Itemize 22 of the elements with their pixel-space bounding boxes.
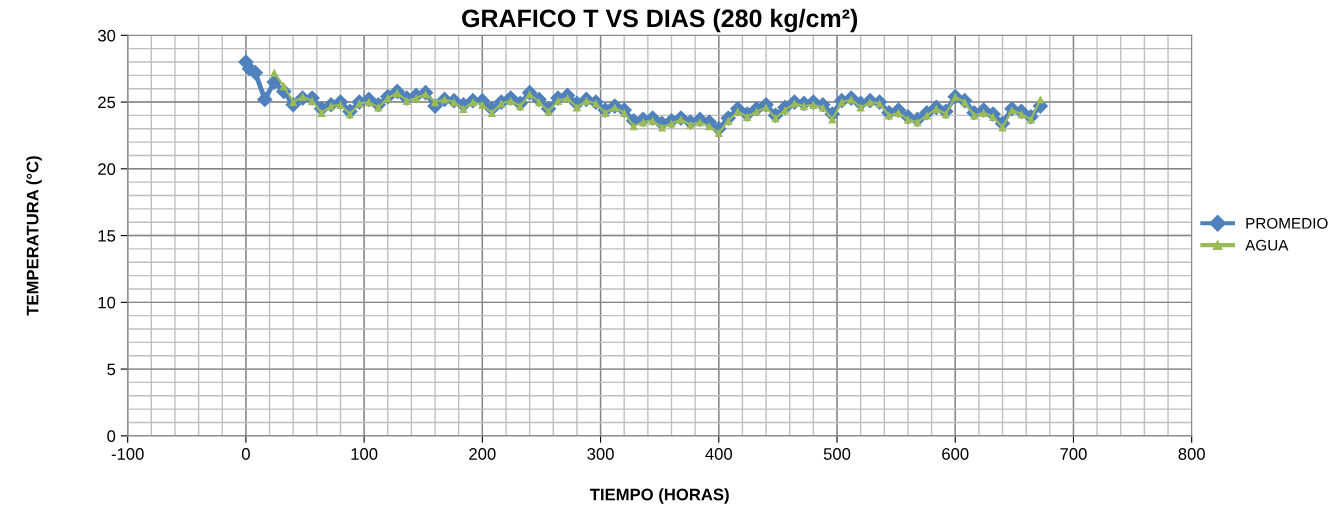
- x-tick-label: 300: [587, 448, 614, 460]
- y-tick-label: 20: [98, 163, 116, 176]
- x-tick-label: 400: [705, 448, 733, 460]
- x-tick-label: 200: [469, 448, 496, 460]
- x-tick-label: 800: [1178, 448, 1205, 460]
- y-tick-label: 0: [107, 430, 116, 443]
- chart-title: GRAFICO T VS DIAS (280 kg/cm²): [462, 8, 858, 33]
- legend-label: PROMEDIO: [1246, 217, 1328, 229]
- x-tick-label: 600: [942, 448, 969, 460]
- y-axis-title: TEMPERATURA (°C): [26, 156, 42, 316]
- x-tick-label: 100: [351, 448, 378, 460]
- y-tick-label: 30: [97, 29, 116, 42]
- legend-label: AGUA: [1245, 239, 1289, 251]
- x-axis-title: TIEMPO (HORAS): [589, 488, 729, 504]
- x-tick-label: -100: [111, 448, 144, 460]
- y-tick-label: 5: [107, 363, 116, 376]
- x-tick-label: 0: [241, 448, 250, 460]
- x-tick-label: 500: [823, 448, 851, 460]
- y-tick-label: 25: [98, 96, 116, 109]
- y-tick-label: 10: [98, 296, 116, 309]
- y-tick-label: 15: [98, 230, 116, 242]
- x-tick-label: 700: [1060, 448, 1087, 460]
